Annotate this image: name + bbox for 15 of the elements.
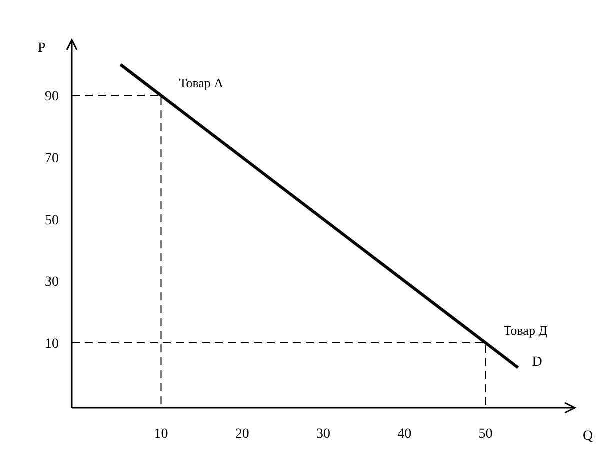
x-tick-label: 10	[154, 427, 168, 442]
x-tick-label: 40	[398, 427, 412, 442]
x-tick-label: 30	[316, 427, 330, 442]
y-tick-label: 50	[45, 213, 59, 228]
series-label: D	[532, 354, 542, 370]
x-tick-label: 20	[235, 427, 250, 442]
x-axis-title: Q	[583, 429, 594, 444]
y-tick-label: 90	[45, 90, 59, 105]
annotation: Товар А	[179, 76, 224, 91]
annotation: Товар Д	[504, 323, 548, 338]
y-tick-label: 30	[45, 275, 59, 290]
y-tick-label: 70	[45, 152, 59, 167]
y-tick-label: 10	[45, 337, 59, 352]
x-tick-label: 50	[478, 427, 493, 442]
y-axis-title: P	[38, 41, 46, 56]
